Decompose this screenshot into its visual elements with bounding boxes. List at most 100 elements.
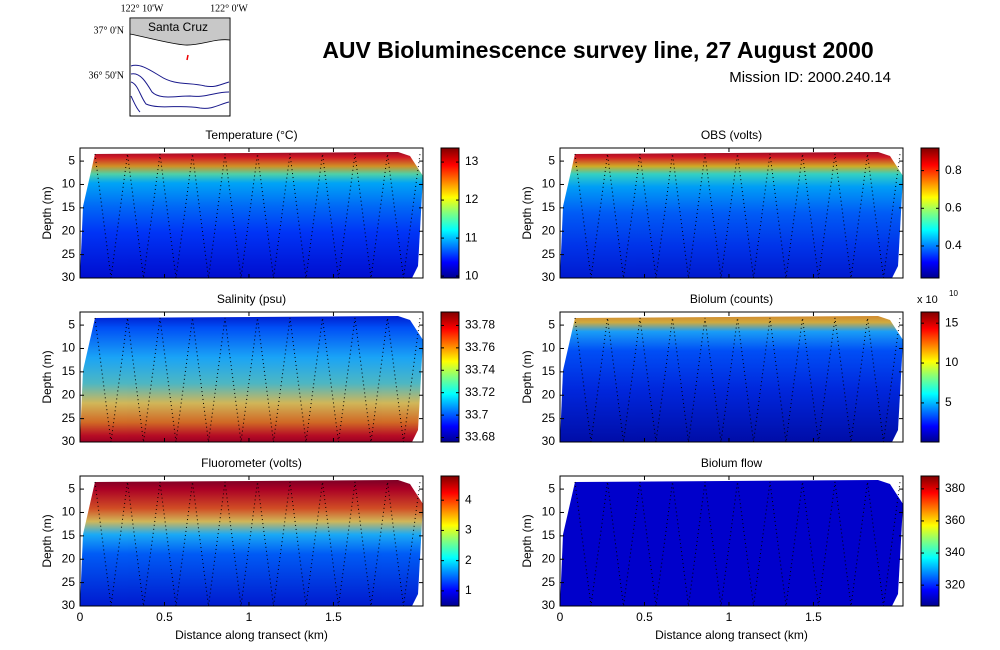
y-tick-label: 5 [68, 317, 75, 331]
y-tick-label: 30 [62, 270, 76, 284]
panel-title: Fluorometer (volts) [201, 456, 302, 470]
colorbar [920, 311, 940, 443]
field [560, 316, 903, 442]
y-tick-label: 30 [542, 270, 556, 284]
colorbar [440, 147, 460, 279]
field [80, 316, 423, 442]
colorbar-tick-label: 11 [465, 230, 478, 244]
colorbar-tick-label: 2 [465, 553, 472, 567]
y-axis-label: Depth (m) [520, 514, 534, 567]
panel: Temperature (°C) Depth (m) 5 10 15 20 25 30 10 11… [40, 128, 479, 284]
y-tick-label: 5 [68, 481, 75, 495]
y-axis-label: Depth (m) [520, 350, 534, 403]
x-axis-label: Distance along transect (km) [655, 628, 808, 642]
auv-track [94, 317, 421, 443]
y-tick-label: 10 [62, 341, 76, 355]
auv-track [574, 317, 901, 443]
field-texture [80, 480, 423, 606]
map-contour [130, 64, 230, 87]
y-tick-label: 15 [542, 528, 556, 542]
y-axis-label: Depth (m) [40, 186, 54, 239]
y-axis-label: Depth (m) [520, 186, 534, 239]
colorbar-exponent: 10 [949, 289, 958, 298]
y-tick-label: 25 [62, 411, 76, 425]
y-tick-label: 15 [542, 200, 556, 214]
x-tick-label: 1.5 [325, 610, 342, 624]
colorbar-tick-label: 33.68 [465, 430, 495, 444]
y-tick-label: 15 [62, 200, 76, 214]
colorbar-multiplier: x 10 [917, 294, 938, 306]
field-texture [560, 316, 903, 442]
colorbar-tick-label: 15 [945, 315, 959, 329]
panel: Salinity (psu) Depth (m) 5 10 15 20 25 30 33.68 3… [40, 292, 495, 448]
map-place: Santa Cruz [148, 20, 208, 34]
map-lat-label: 37° 0'N [93, 25, 124, 36]
colorbar-tick-label: 10 [945, 355, 959, 369]
colorbar-tick-label: 320 [945, 577, 965, 591]
colorbar-tick-label: 340 [945, 545, 965, 559]
panel-title: Salinity (psu) [217, 292, 286, 306]
y-tick-label: 10 [542, 341, 556, 355]
mission-id: Mission ID: 2000.240.14 [729, 69, 891, 86]
y-axis-label: Depth (m) [40, 514, 54, 567]
field-texture [80, 316, 423, 442]
colorbar-tick-label: 3 [465, 523, 472, 537]
panel-title: Temperature (°C) [205, 128, 297, 142]
colorbar-tick-label: 1 [465, 583, 472, 597]
y-tick-label: 15 [542, 364, 556, 378]
colorbar [440, 311, 460, 443]
y-tick-label: 20 [542, 223, 556, 237]
map-lat-label: 36° 50'N [88, 70, 124, 81]
colorbar-tick-label: 33.76 [465, 340, 495, 354]
panel: OBS (volts) Depth (m) 5 10 15 20 25 30 0.4 0.6 0.8 [520, 128, 962, 284]
colorbar [920, 147, 940, 279]
x-tick-label: 0 [557, 610, 564, 624]
colorbar-tick-label: 12 [465, 192, 479, 206]
colorbar-tick-label: 33.74 [465, 362, 495, 376]
y-tick-label: 5 [548, 317, 555, 331]
y-tick-label: 30 [62, 598, 76, 612]
field-texture [80, 152, 423, 278]
y-tick-label: 25 [62, 247, 76, 261]
y-tick-label: 10 [542, 505, 556, 519]
y-tick-label: 10 [542, 177, 556, 191]
colorbar [440, 475, 460, 607]
panel: Biolum flow Depth (m) 5 10 15 20 25 300 0.5 1 1.5 D… [520, 456, 965, 642]
colorbar-tick-label: 33.7 [465, 407, 489, 421]
y-tick-label: 15 [62, 364, 76, 378]
y-tick-label: 30 [62, 434, 76, 448]
y-tick-label: 5 [68, 153, 75, 167]
y-tick-label: 10 [62, 177, 76, 191]
panel-title: Biolum flow [701, 456, 763, 470]
y-tick-label: 10 [62, 505, 76, 519]
x-tick-label: 0.5 [636, 610, 653, 624]
colorbar [920, 475, 940, 607]
x-tick-label: 1 [246, 610, 253, 624]
map-inset: Santa Cruz 122° 10'W 122° 0'W 37° 0'N 36… [88, 3, 248, 117]
panel-title: Biolum (counts) [690, 292, 773, 306]
x-tick-label: 1.5 [805, 610, 822, 624]
field [80, 152, 423, 278]
figure-title: AUV Bioluminescence survey line, 27 Augu… [322, 37, 873, 63]
y-tick-label: 5 [548, 153, 555, 167]
colorbar-tick-label: 33.72 [465, 385, 495, 399]
plot-frame [559, 147, 904, 279]
field [560, 480, 903, 606]
x-tick-label: 0 [77, 610, 84, 624]
map-lon-label: 122° 10'W [121, 3, 164, 14]
y-tick-label: 30 [542, 598, 556, 612]
field [80, 480, 423, 606]
plot-frame [559, 311, 904, 443]
y-tick-label: 30 [542, 434, 556, 448]
survey-track [186, 54, 189, 61]
plot-frame [559, 475, 904, 607]
colorbar-tick-label: 4 [465, 492, 472, 506]
y-tick-label: 5 [548, 481, 555, 495]
colorbar-tick-label: 10 [465, 268, 479, 282]
x-tick-label: 1 [726, 610, 733, 624]
field-texture [560, 152, 903, 278]
plot-frame [79, 311, 424, 443]
colorbar-tick-label: 0.8 [945, 163, 962, 177]
